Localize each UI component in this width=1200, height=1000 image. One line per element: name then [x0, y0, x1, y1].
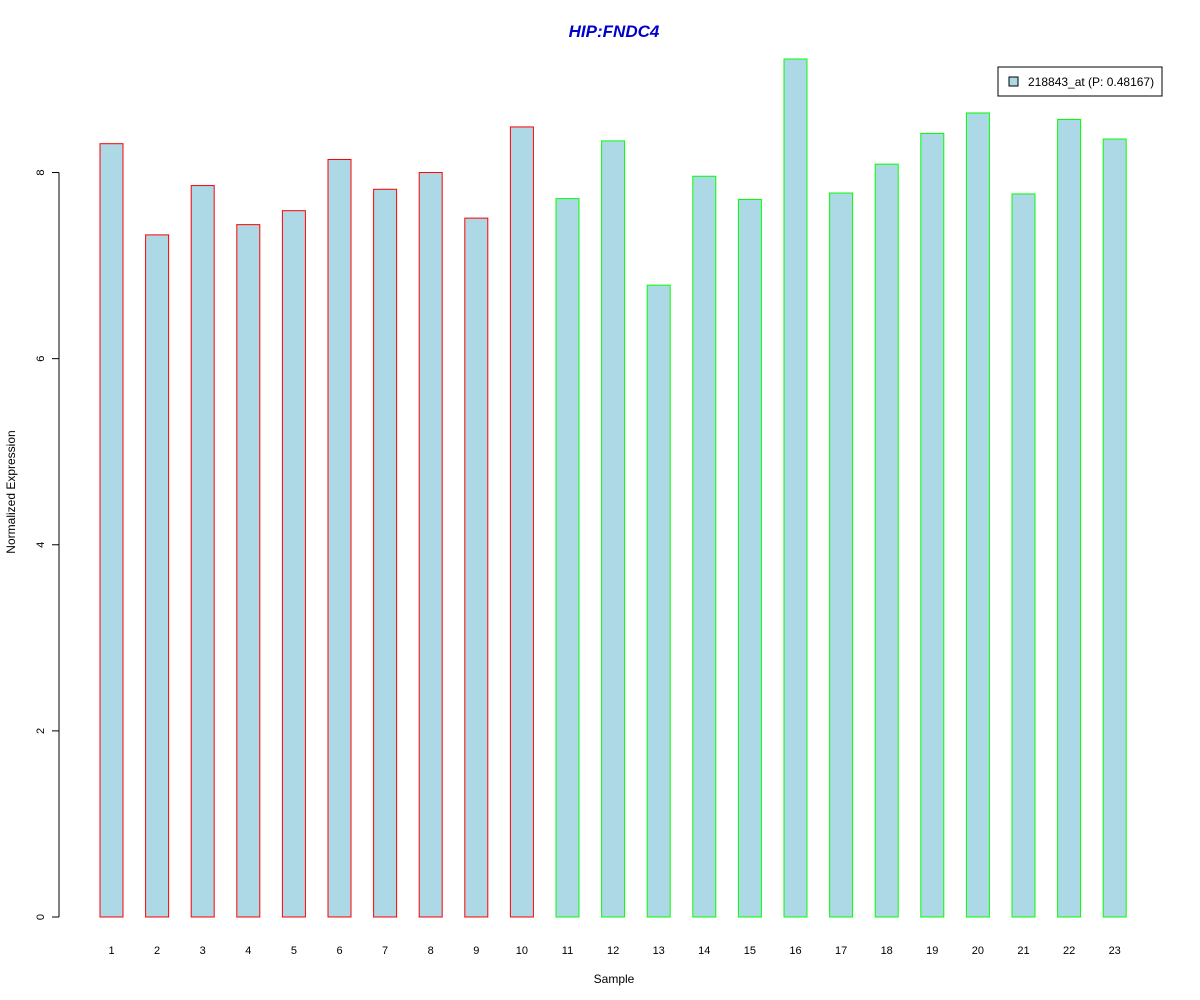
legend-swatch — [1008, 76, 1019, 87]
bar-sample-21 — [1011, 193, 1036, 918]
bar-sample-2 — [145, 234, 170, 918]
bar-sample-15 — [737, 199, 762, 918]
x-tick-label: 8 — [428, 945, 434, 957]
bar-sample-12 — [601, 140, 626, 918]
bar-sample-5 — [281, 210, 306, 918]
chart-title: HIP:FNDC4 — [569, 22, 660, 41]
x-tick-label: 9 — [473, 945, 479, 957]
bar-sample-16 — [783, 58, 808, 918]
x-tick-label: 21 — [1017, 945, 1029, 957]
y-tick-label: 0 — [35, 914, 47, 920]
bar-sample-8 — [418, 172, 443, 918]
x-tick-label: 3 — [200, 945, 206, 957]
bar-sample-19 — [920, 132, 945, 918]
bar-sample-1 — [99, 143, 124, 918]
bar-sample-18 — [874, 163, 899, 918]
bar-sample-11 — [555, 198, 580, 918]
y-tick-label: 6 — [35, 356, 47, 362]
x-tick-label: 7 — [382, 945, 388, 957]
y-tick-label: 8 — [35, 169, 47, 175]
x-tick-label: 22 — [1063, 945, 1075, 957]
bar-sample-20 — [965, 112, 990, 918]
bar-sample-3 — [190, 185, 215, 918]
bar-sample-13 — [646, 284, 671, 918]
x-tick-label: 2 — [154, 945, 160, 957]
legend: 218843_at (P: 0.48167) — [997, 66, 1163, 97]
bar-sample-14 — [692, 175, 717, 918]
x-tick-label: 11 — [562, 945, 573, 957]
y-axis-title: Normalized Expression — [4, 430, 18, 553]
y-tick-label: 2 — [35, 728, 47, 734]
bar-sample-7 — [373, 188, 398, 918]
x-tick-label: 4 — [245, 945, 251, 957]
bar-sample-23 — [1102, 138, 1127, 918]
y-axis: 0 2 4 6 8 — [35, 169, 60, 920]
x-tick-label: 12 — [607, 945, 619, 957]
x-tick-label: 16 — [789, 945, 801, 957]
x-tick-label: 19 — [926, 945, 938, 957]
legend-label: 218843_at (P: 0.48167) — [1028, 75, 1154, 89]
bar-sample-22 — [1057, 118, 1082, 918]
bar-sample-17 — [829, 192, 854, 918]
x-tick-label: 6 — [336, 945, 342, 957]
x-tick-label: 5 — [291, 945, 297, 957]
legend-box — [997, 66, 1163, 97]
x-tick-label: 1 — [108, 945, 114, 957]
y-tick-label: 4 — [35, 542, 47, 548]
x-tick-label: 23 — [1109, 945, 1121, 957]
bar-sample-10 — [509, 126, 534, 918]
x-tick-label: 14 — [698, 945, 710, 957]
x-tick-label: 17 — [835, 945, 847, 957]
x-tick-label: 13 — [653, 945, 665, 957]
x-axis-title: Sample — [594, 972, 635, 986]
bar-sample-4 — [236, 224, 261, 918]
x-tick-label: 15 — [744, 945, 756, 957]
x-tick-label: 18 — [881, 945, 893, 957]
bar-sample-9 — [464, 217, 489, 918]
x-axis: 1 2 3 4 5 6 7 8 9 10 11 12 13 14 15 16 17 18 19 20 21 22 23 — [108, 945, 1120, 957]
bar-sample-6 — [327, 159, 352, 918]
x-tick-label: 20 — [972, 945, 984, 957]
x-tick-label: 10 — [516, 945, 528, 957]
bars-group — [99, 58, 1127, 918]
